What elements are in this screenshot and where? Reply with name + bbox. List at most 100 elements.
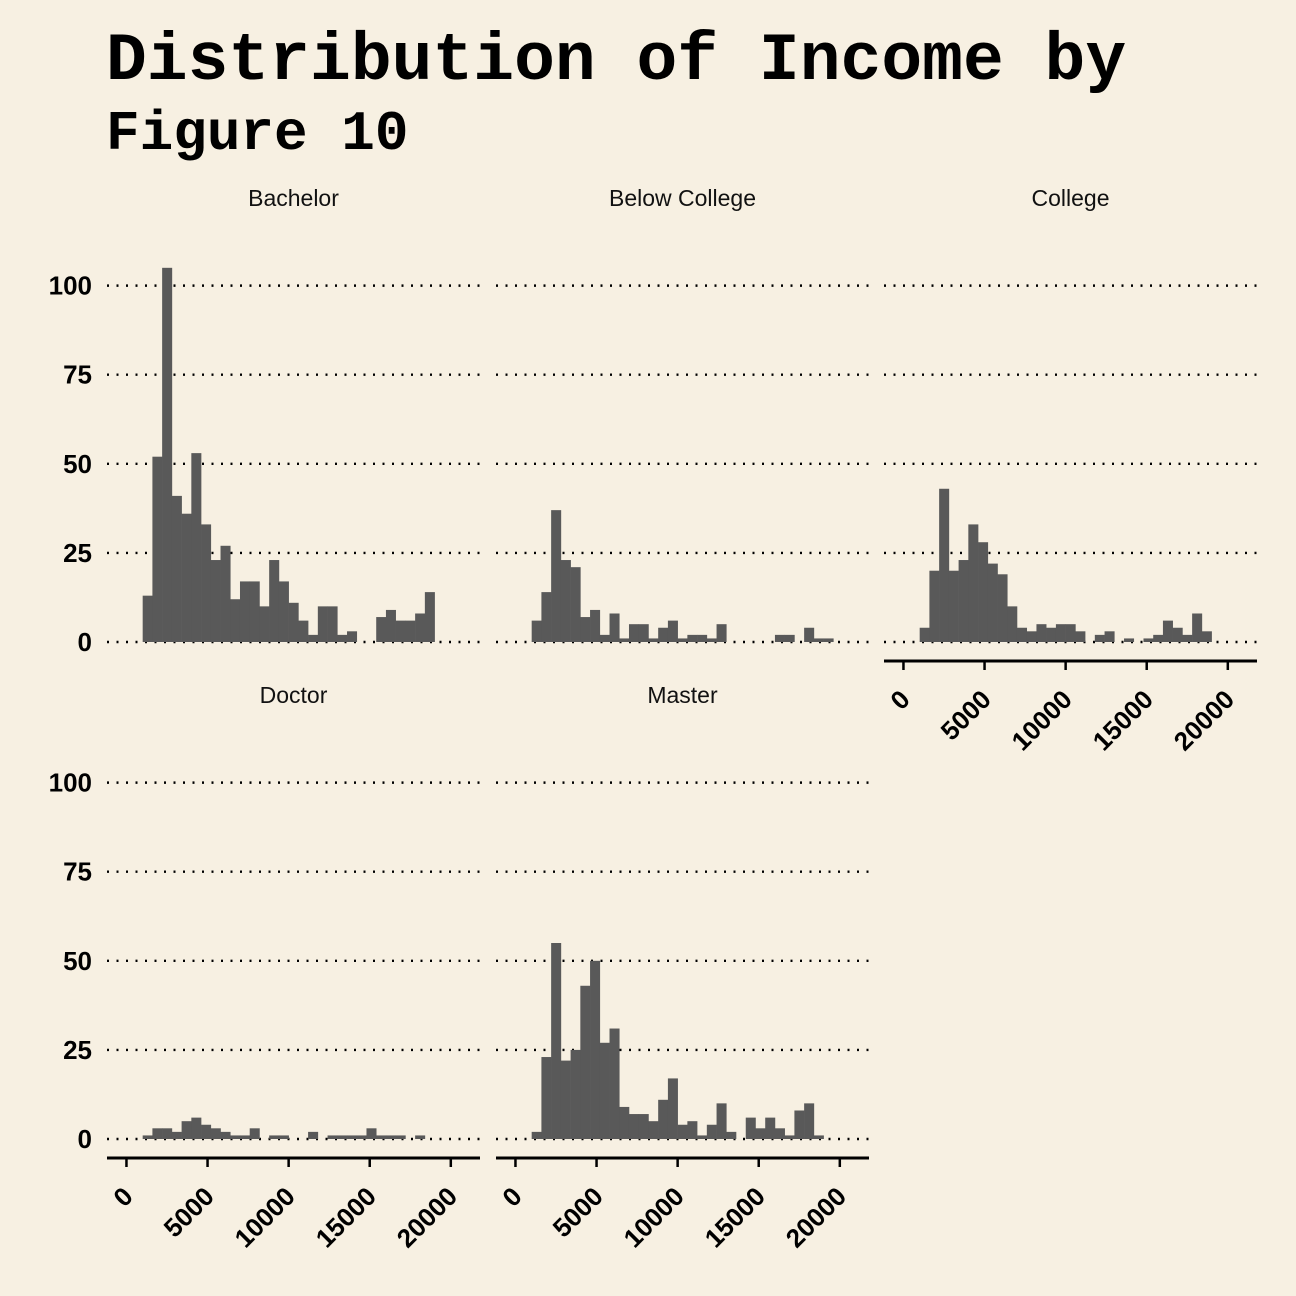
histogram-bar — [366, 1128, 377, 1139]
y-tick-label: 25 — [63, 1035, 92, 1065]
histogram-bar — [142, 595, 153, 642]
histogram-bar — [337, 634, 348, 642]
histogram-bar — [726, 1131, 737, 1139]
histogram-bar — [590, 609, 601, 642]
histogram-bar — [765, 1117, 776, 1139]
histogram-bar — [804, 1103, 815, 1139]
histogram-bar — [1036, 624, 1047, 642]
facet-master: Master 0 5000 10000 15000 20000 — [496, 682, 869, 1253]
histogram-bar — [677, 1124, 688, 1139]
histogram-bar — [356, 1135, 367, 1139]
histogram-bar — [308, 634, 319, 642]
histogram-bar — [619, 1106, 630, 1139]
x-tick-label: 10000 — [618, 1181, 690, 1253]
histogram-bar — [327, 1135, 338, 1139]
histogram-bar — [560, 1060, 571, 1139]
histogram-bar — [774, 634, 785, 642]
x-tick-label: 0 — [107, 1181, 138, 1212]
x-tick-label: 15000 — [310, 1181, 382, 1253]
histogram-bar — [1172, 627, 1183, 642]
histogram-bar — [249, 1128, 260, 1139]
histogram-bar — [385, 609, 396, 642]
facet-bachelor: Bachelor 0 25 50 75 100 — [49, 185, 480, 657]
histogram-bar — [171, 1131, 182, 1139]
histogram-bar — [560, 560, 571, 642]
y-tick-label: 25 — [63, 538, 92, 568]
histogram-bar — [162, 267, 173, 642]
histogram-bar — [570, 567, 581, 642]
histogram-bar — [948, 570, 959, 642]
histogram-bar — [142, 1135, 153, 1139]
histogram-bar — [978, 542, 989, 642]
histogram-bar — [171, 495, 182, 642]
histogram-bar — [181, 513, 192, 642]
histogram-bar — [774, 1128, 785, 1139]
histogram-bar — [1065, 624, 1076, 642]
facet-label: Bachelor — [248, 185, 339, 211]
histogram-bar — [1153, 634, 1164, 642]
histogram-bar — [152, 456, 163, 642]
histogram-bar — [599, 1042, 610, 1139]
chart-subtitle: Figure 10 — [106, 102, 409, 166]
facet-label: Master — [647, 682, 718, 708]
histogram-bar — [424, 592, 435, 642]
histogram-bar — [201, 524, 212, 642]
histogram-bar — [1016, 627, 1028, 642]
histogram-bar — [638, 624, 649, 642]
histogram-bar — [395, 620, 406, 642]
histogram-bar — [813, 638, 824, 642]
histogram-bar — [580, 617, 591, 642]
histogram-bar — [337, 1135, 348, 1139]
histogram-bar — [220, 1131, 231, 1139]
histogram-bar — [716, 1103, 727, 1139]
histogram-bar — [570, 1049, 581, 1139]
histogram-bar — [997, 574, 1008, 642]
histogram-bar — [415, 613, 426, 642]
histogram-bar — [531, 620, 542, 642]
histogram-bar — [697, 1135, 708, 1139]
histogram-bar — [628, 1114, 640, 1139]
histogram-bar — [288, 602, 299, 642]
histogram-bar — [687, 1121, 698, 1139]
histogram-bar — [784, 1135, 795, 1139]
histogram-bar — [929, 570, 940, 642]
histogram-bar — [385, 1135, 396, 1139]
histogram-bar — [619, 638, 630, 642]
histogram-bar — [1182, 634, 1193, 642]
histogram-bar — [347, 1135, 358, 1139]
y-tick-label: 0 — [78, 627, 92, 657]
histogram-bar — [230, 1135, 241, 1139]
histogram-bar — [347, 631, 358, 642]
histogram-bar — [278, 1135, 289, 1139]
y-tick-label: 75 — [63, 360, 92, 390]
histogram-bar — [541, 592, 552, 642]
histogram-bar — [1055, 624, 1066, 642]
histogram-bar — [590, 960, 601, 1139]
histogram-bar — [308, 1131, 319, 1139]
histogram-bar — [298, 620, 309, 642]
histogram-bar — [677, 638, 688, 642]
histogram-bar — [580, 985, 591, 1139]
histogram-bar — [239, 1135, 251, 1139]
x-tick-label: 20000 — [1168, 684, 1240, 756]
histogram-bar — [210, 560, 221, 642]
histogram-bar — [1075, 631, 1086, 642]
histogram-bar — [628, 624, 640, 642]
histogram-bar — [162, 1128, 173, 1139]
facet-label: Below College — [609, 185, 756, 211]
histogram-bar — [191, 453, 202, 642]
histogram-bar — [551, 510, 562, 642]
histogram-bar — [1192, 613, 1203, 642]
histogram-bar — [745, 1117, 756, 1139]
histogram-bar — [919, 627, 930, 642]
histogram-bar — [706, 1124, 717, 1139]
histogram-bar — [531, 1131, 542, 1139]
histogram-bar — [1124, 638, 1135, 642]
histogram-bar — [376, 1135, 387, 1139]
histogram-bar — [249, 581, 260, 642]
x-tick-label: 20000 — [780, 1181, 852, 1253]
histogram-bar — [201, 1124, 212, 1139]
histogram-bar — [395, 1135, 406, 1139]
histogram-bar — [658, 627, 669, 642]
